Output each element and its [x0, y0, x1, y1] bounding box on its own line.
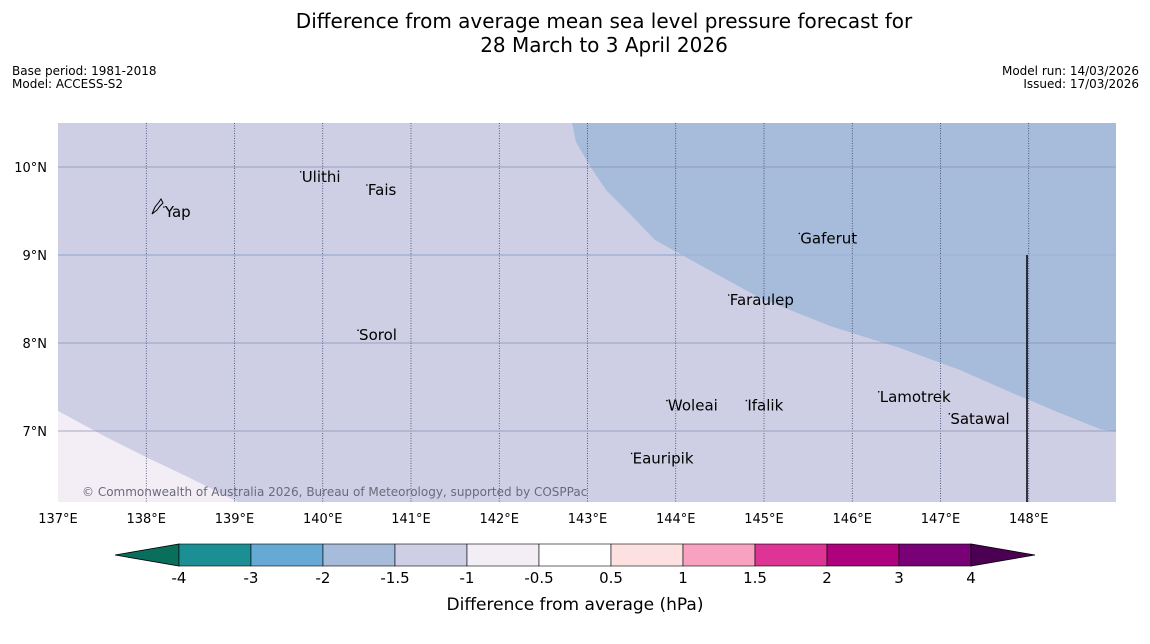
map-title: Difference from average mean sea level p…: [0, 9, 1150, 57]
lon-tick-label: 144°E: [656, 512, 696, 527]
colorbar-segment: [826, 543, 900, 567]
place-marker: [798, 232, 801, 235]
lon-tick-label: 148°E: [1009, 512, 1049, 527]
place-label-woleai: Woleai: [668, 397, 718, 415]
place-label-lamotrek: Lamotrek: [880, 388, 951, 406]
place-marker: [366, 184, 368, 186]
colorbar-tick-label: -2: [316, 569, 331, 587]
lat-tick-label: 7°N: [23, 425, 48, 440]
colorbar-label: Difference from average (hPa): [447, 595, 704, 615]
anomaly-region-light-pink: [58, 411, 238, 502]
place-marker: [630, 452, 633, 455]
colorbar-tick-label: -0.5: [524, 569, 553, 587]
colorbar-tick-label: -1.5: [380, 569, 409, 587]
place-label-ulithi: Ulithi: [302, 168, 341, 186]
copyright-text: © Commonwealth of Australia 2026, Bureau…: [82, 485, 587, 499]
colorbar: -4 -3 -2 -1.5 -1 -0.5 0.5 1 1.5 2 3 4: [114, 543, 1036, 587]
colorbar-tick-label: 2: [822, 569, 832, 587]
place-label-faraulep: Faraulep: [730, 291, 794, 309]
meta-right: Model run: 14/03/2026 Issued: 17/03/2026: [1002, 65, 1139, 91]
place-marker: [727, 294, 730, 296]
map-area[interactable]: Yap Ulithi Fais Gaferut Faraulep Sorol Lamotre…: [58, 123, 1116, 502]
yap-island-outline: [151, 198, 164, 215]
lon-tick-label: 146°E: [832, 512, 872, 527]
lon-tick-label: 139°E: [215, 512, 255, 527]
title-line-1: Difference from average mean sea level p…: [295, 9, 913, 33]
colorbar-under-arrow: [114, 543, 180, 567]
issued-text: Issued: 17/03/2026: [1023, 77, 1139, 91]
colorbar-segment: [394, 543, 468, 567]
place-label-fais: Fais: [368, 181, 397, 199]
lat-tick-label: 10°N: [14, 161, 47, 176]
colorbar-segment: [322, 543, 396, 567]
lon-tick-label: 141°E: [391, 512, 431, 527]
lon-tick-label: 142°E: [479, 512, 519, 527]
place-label-sorol: Sorol: [359, 326, 397, 344]
colorbar-tick-label: -1: [460, 569, 475, 587]
lon-tick-label: 137°E: [38, 512, 78, 527]
place-label-satawal: Satawal: [950, 410, 1009, 428]
colorbar-tick-label: 1.5: [743, 569, 767, 587]
place-marker: [666, 399, 668, 402]
axis-labels: 137°E 138°E 139°E 140°E 141°E 142°E 143°E 144°E…: [14, 161, 1048, 527]
colorbar-tick-label: -3: [244, 569, 259, 587]
lon-tick-label: 140°E: [303, 512, 343, 527]
place-label-gaferut: Gaferut: [800, 229, 857, 247]
colorbar-segment: [754, 543, 828, 567]
place-marker: [948, 413, 951, 415]
colorbar-tick-label: 1: [678, 569, 688, 587]
map-gridlines: [58, 123, 1116, 502]
base-period-text: Base period: 1981-2018: [12, 64, 157, 78]
anomaly-region-blue: [572, 123, 1116, 432]
place-labels: Yap Ulithi Fais Gaferut Faraulep Sorol Lamotre…: [163, 168, 1010, 467]
colorbar-segment: [538, 543, 612, 567]
model-text: Model: ACCESS-S2: [12, 77, 124, 91]
colorbar-tick-label: 3: [894, 569, 904, 587]
title-line-2: 28 March to 3 April 2026: [480, 33, 728, 57]
place-marker: [877, 391, 880, 393]
place-marker: [299, 171, 302, 173]
place-marker: [745, 399, 748, 402]
lon-tick-label: 138°E: [126, 512, 166, 527]
colorbar-segment: [250, 543, 324, 567]
colorbar-over-arrow: [970, 543, 1036, 567]
colorbar-tick-label: -4: [172, 569, 187, 587]
colorbar-tick-label: 4: [966, 569, 976, 587]
model-run-text: Model run: 14/03/2026: [1001, 64, 1139, 78]
lon-tick-label: 143°E: [568, 512, 608, 527]
colorbar-segment: [178, 543, 252, 567]
colorbar-segment: [898, 543, 972, 567]
lon-tick-label: 145°E: [744, 512, 784, 527]
lon-tick-label: 147°E: [921, 512, 961, 527]
lat-tick-label: 9°N: [23, 249, 48, 264]
colorbar-segment: [682, 543, 756, 567]
meta-left: Base period: 1981-2018 Model: ACCESS-S2: [12, 65, 157, 91]
place-marker: [357, 329, 359, 332]
place-marker: [163, 206, 165, 208]
lat-tick-label: 8°N: [23, 337, 48, 352]
place-label-ifalik: Ifalik: [747, 397, 783, 415]
place-label-yap: Yap: [164, 203, 191, 221]
colorbar-segment: [466, 543, 540, 567]
place-label-eauripik: Eauripik: [633, 449, 694, 467]
colorbar-segment: [610, 543, 684, 567]
colorbar-tick-label: 0.5: [599, 569, 623, 587]
